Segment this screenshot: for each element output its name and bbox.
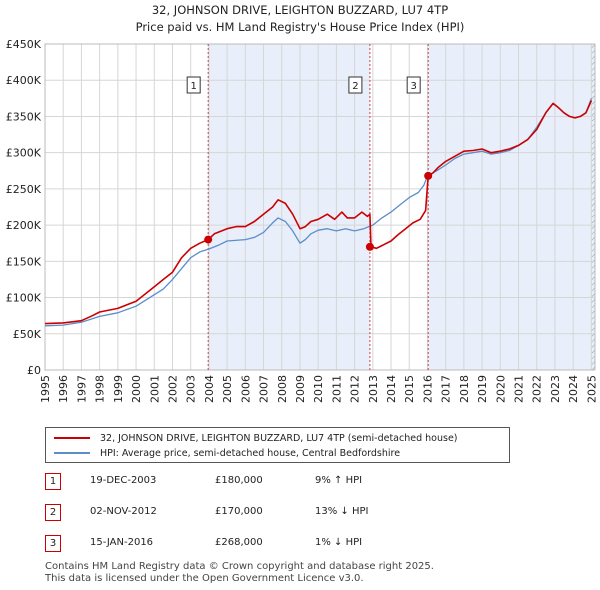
hatched-period — [591, 44, 595, 370]
x-tick-label: 1995 — [39, 375, 52, 403]
y-tick-label: £200K — [6, 219, 42, 232]
x-tick-label: 2025 — [585, 375, 598, 403]
y-tick-label: £250K — [6, 183, 42, 196]
x-tick-label: 2021 — [513, 375, 526, 403]
sale-hpi-diff: 1% ↓ HPI — [315, 537, 363, 548]
x-tick-label: 2001 — [148, 375, 161, 403]
legend: 32, JOHNSON DRIVE, LEIGHTON BUZZARD, LU7… — [45, 427, 510, 463]
x-tick-label: 2012 — [349, 375, 362, 403]
sale-marker-label: 2 — [352, 81, 358, 92]
legend-line-hpi — [54, 452, 90, 454]
x-tick-label: 2022 — [531, 375, 544, 403]
shaded-period — [428, 44, 595, 370]
x-tick-label: 2020 — [494, 375, 507, 403]
x-tick-label: 1999 — [112, 375, 125, 403]
sale-number-badge: 1 — [45, 473, 61, 490]
sale-date: 19-DEC-2003 — [90, 475, 157, 486]
sale-row: 1 19-DEC-2003 £180,000 9% ↑ HPI — [45, 472, 545, 492]
x-tick-label: 2019 — [476, 375, 489, 403]
x-tick-label: 2013 — [367, 375, 380, 403]
sale-marker-label: 3 — [410, 81, 416, 92]
x-tick-label: 2006 — [239, 375, 252, 403]
x-tick-label: 2003 — [185, 375, 198, 403]
x-tick-label: 2007 — [258, 375, 271, 403]
sale-marker-label: 1 — [190, 81, 196, 92]
chart-title: 32, JOHNSON DRIVE, LEIGHTON BUZZARD, LU7… — [151, 3, 449, 17]
legend-label-property: 32, JOHNSON DRIVE, LEIGHTON BUZZARD, LU7… — [100, 432, 458, 444]
x-tick-label: 2002 — [166, 375, 179, 403]
sale-number-badge: 2 — [45, 504, 61, 521]
x-tick-label: 2014 — [385, 375, 398, 403]
footer-licence: This data is licensed under the Open Gov… — [45, 573, 364, 584]
x-tick-label: 2016 — [421, 375, 434, 403]
series-line-property — [44, 100, 593, 325]
sale-price: £180,000 — [215, 475, 263, 486]
sale-hpi-diff: 9% ↑ HPI — [315, 475, 363, 486]
sale-point — [365, 242, 374, 251]
x-tick-label: 2023 — [549, 375, 562, 403]
sale-date: 02-NOV-2012 — [90, 506, 157, 517]
plot-border — [44, 43, 596, 371]
x-tick-label: 2005 — [221, 375, 234, 403]
legend-item-hpi: HPI: Average price, semi-detached house,… — [54, 446, 400, 460]
x-tick-label: 2010 — [312, 375, 325, 403]
x-tick-label: 2017 — [440, 375, 453, 403]
x-tick-label: 1997 — [75, 375, 88, 403]
legend-line-property — [54, 437, 90, 439]
y-tick-label: £350K — [6, 110, 42, 123]
x-tick-label: 2018 — [458, 375, 471, 403]
sale-number-badge: 3 — [45, 535, 61, 552]
legend-label-hpi: HPI: Average price, semi-detached house,… — [100, 447, 401, 459]
x-tick-label: 2009 — [294, 375, 307, 403]
x-tick-label: 2004 — [203, 375, 216, 403]
x-tick-label: 2008 — [276, 375, 289, 403]
x-tick-label: 2024 — [567, 375, 580, 403]
shaded-period — [208, 44, 370, 370]
sale-point — [424, 171, 433, 180]
x-tick-label: 1998 — [94, 375, 107, 403]
footer-copyright: Contains HM Land Registry data © Crown c… — [45, 561, 434, 572]
y-tick-label: £450K — [6, 38, 42, 51]
sale-row: 3 15-JAN-2016 £268,000 1% ↓ HPI — [45, 534, 545, 554]
y-tick-label: £150K — [6, 255, 42, 268]
sale-hpi-diff: 13% ↓ HPI — [315, 506, 369, 517]
price-chart: £0 £50K £100K £150K £200K £250K £300K £350K £400… — [6, 38, 599, 403]
sale-price: £268,000 — [215, 537, 263, 548]
sale-marker-box — [406, 76, 421, 94]
x-tick-label: 1996 — [57, 375, 70, 403]
legend-item-property: 32, JOHNSON DRIVE, LEIGHTON BUZZARD, LU7… — [54, 431, 458, 445]
sale-date: 15-JAN-2016 — [90, 537, 154, 548]
chart-subtitle: Price paid vs. HM Land Registry's House … — [135, 20, 465, 34]
y-tick-label: £300K — [6, 147, 42, 160]
sale-point — [204, 235, 213, 244]
y-tick-label: £0 — [27, 364, 41, 377]
sale-row: 2 02-NOV-2012 £170,000 13% ↓ HPI — [45, 503, 545, 523]
x-tick-label: 2011 — [330, 375, 343, 403]
sale-price: £170,000 — [215, 506, 263, 517]
y-tick-label: £100K — [6, 292, 42, 305]
sale-marker-box — [186, 76, 201, 94]
y-tick-label: £50K — [13, 328, 42, 341]
sale-marker-box — [348, 76, 363, 94]
x-tick-label: 2000 — [130, 375, 143, 403]
y-tick-label: £400K — [6, 74, 42, 87]
x-tick-label: 2015 — [403, 375, 416, 403]
